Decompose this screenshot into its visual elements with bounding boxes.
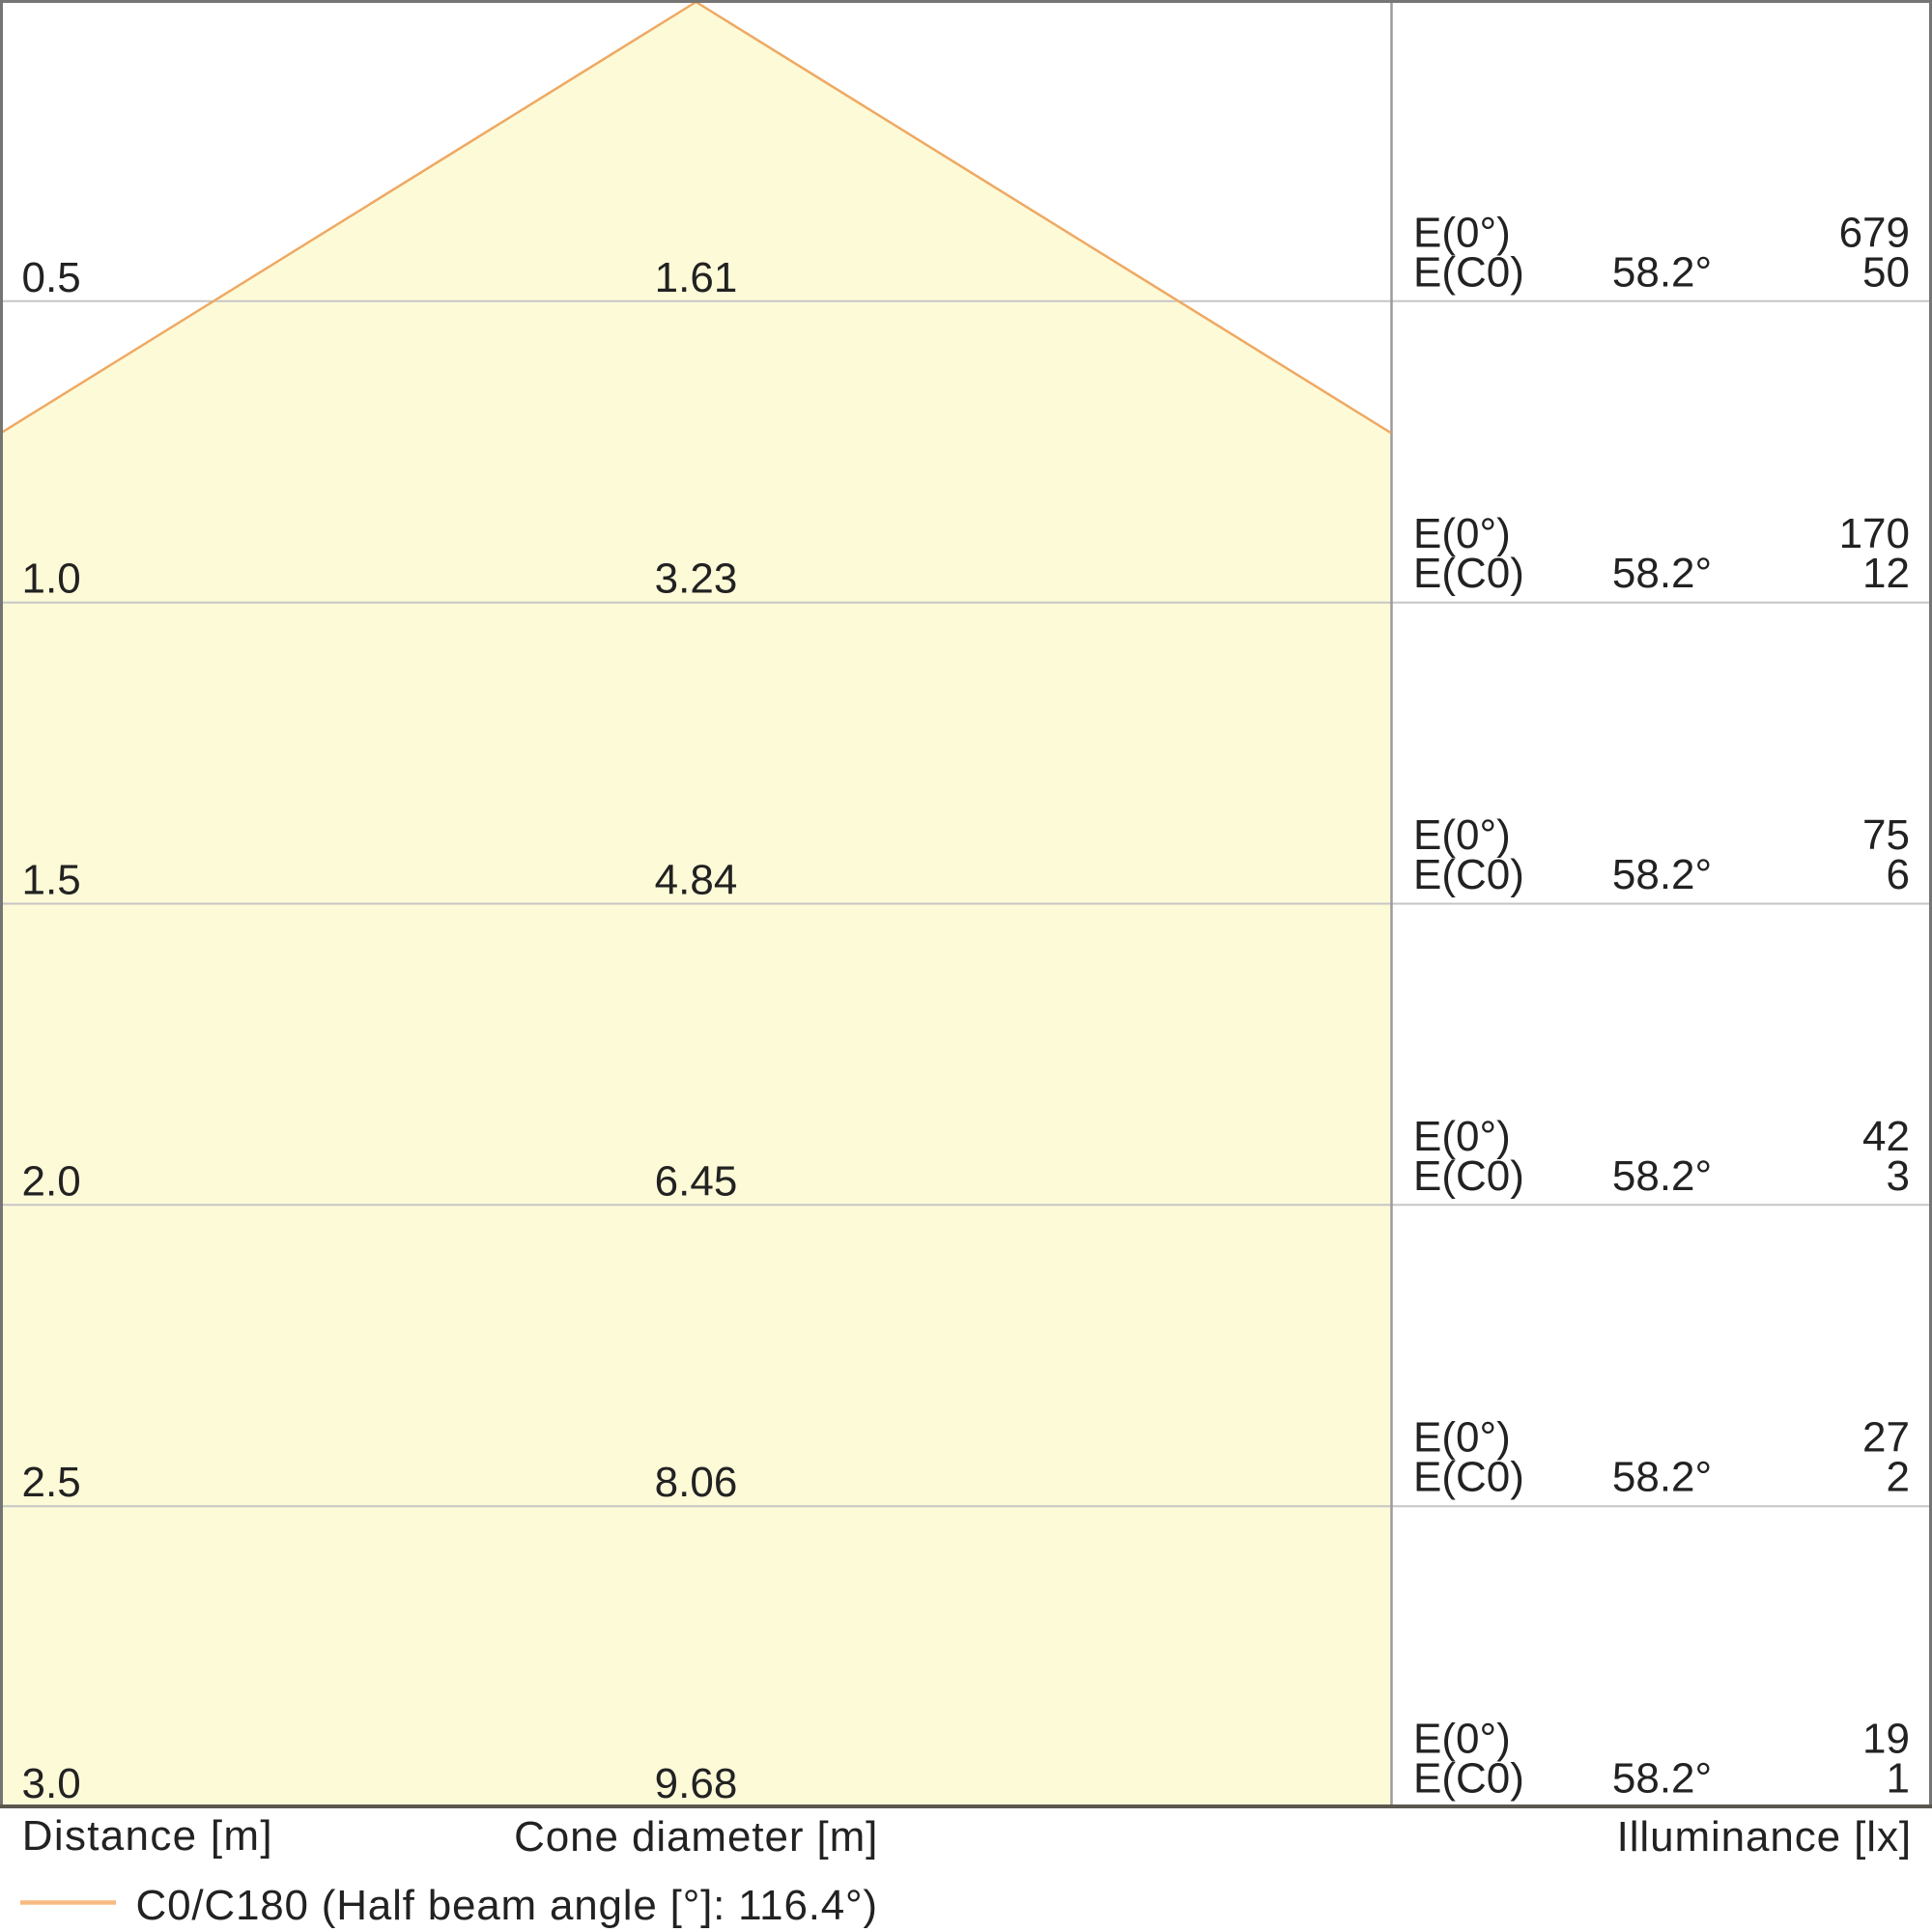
svg-text:3.23: 3.23 — [655, 555, 738, 603]
svg-text:E(C0): E(C0) — [1413, 1152, 1524, 1200]
svg-text:E(0°): E(0°) — [1413, 1716, 1511, 1763]
svg-text:E(0°): E(0°) — [1413, 1113, 1511, 1160]
svg-text:50: 50 — [1862, 248, 1910, 296]
svg-text:58.2°: 58.2° — [1612, 1454, 1712, 1501]
svg-text:58.2°: 58.2° — [1612, 1152, 1712, 1200]
svg-text:1.61: 1.61 — [655, 254, 738, 301]
svg-text:9.68: 9.68 — [655, 1760, 738, 1807]
svg-text:E(0°): E(0°) — [1413, 209, 1511, 256]
svg-text:3: 3 — [1887, 1152, 1910, 1200]
svg-text:6: 6 — [1887, 851, 1910, 898]
svg-text:2.5: 2.5 — [22, 1459, 81, 1506]
svg-text:E(C0): E(C0) — [1413, 248, 1524, 296]
svg-text:12: 12 — [1862, 550, 1910, 597]
svg-text:0.5: 0.5 — [22, 254, 81, 301]
svg-text:E(0°): E(0°) — [1413, 1414, 1511, 1462]
svg-text:58.2°: 58.2° — [1612, 1755, 1712, 1803]
svg-text:58.2°: 58.2° — [1612, 851, 1712, 898]
svg-text:6.45: 6.45 — [655, 1157, 738, 1205]
svg-text:1: 1 — [1887, 1755, 1910, 1803]
svg-text:E(C0): E(C0) — [1413, 1454, 1524, 1501]
svg-text:8.06: 8.06 — [655, 1459, 738, 1506]
svg-text:E(C0): E(C0) — [1413, 550, 1524, 597]
svg-text:E(0°): E(0°) — [1413, 510, 1511, 557]
svg-text:1.0: 1.0 — [22, 555, 81, 603]
svg-text:Distance [m]: Distance [m] — [22, 1812, 273, 1860]
svg-text:C0/C180 (Half beam angle [°]:: C0/C180 (Half beam angle [°]: 116.4°) — [136, 1882, 878, 1929]
svg-text:42: 42 — [1862, 1113, 1910, 1160]
svg-text:170: 170 — [1839, 510, 1910, 557]
svg-text:58.2°: 58.2° — [1612, 248, 1712, 296]
svg-text:4.84: 4.84 — [655, 857, 738, 904]
svg-text:E(C0): E(C0) — [1413, 851, 1524, 898]
svg-text:3.0: 3.0 — [22, 1760, 81, 1807]
svg-text:2: 2 — [1887, 1454, 1910, 1501]
svg-text:Illuminance [lx]: Illuminance [lx] — [1617, 1813, 1912, 1861]
svg-text:58.2°: 58.2° — [1612, 550, 1712, 597]
svg-text:27: 27 — [1862, 1414, 1910, 1462]
svg-text:Cone diameter [m]: Cone diameter [m] — [514, 1813, 878, 1861]
svg-text:1.5: 1.5 — [22, 857, 81, 904]
svg-text:E(C0): E(C0) — [1413, 1755, 1524, 1803]
svg-text:75: 75 — [1862, 811, 1910, 859]
svg-text:E(0°): E(0°) — [1413, 811, 1511, 859]
svg-text:19: 19 — [1862, 1716, 1910, 1763]
svg-text:2.0: 2.0 — [22, 1157, 81, 1205]
svg-text:679: 679 — [1839, 209, 1910, 256]
